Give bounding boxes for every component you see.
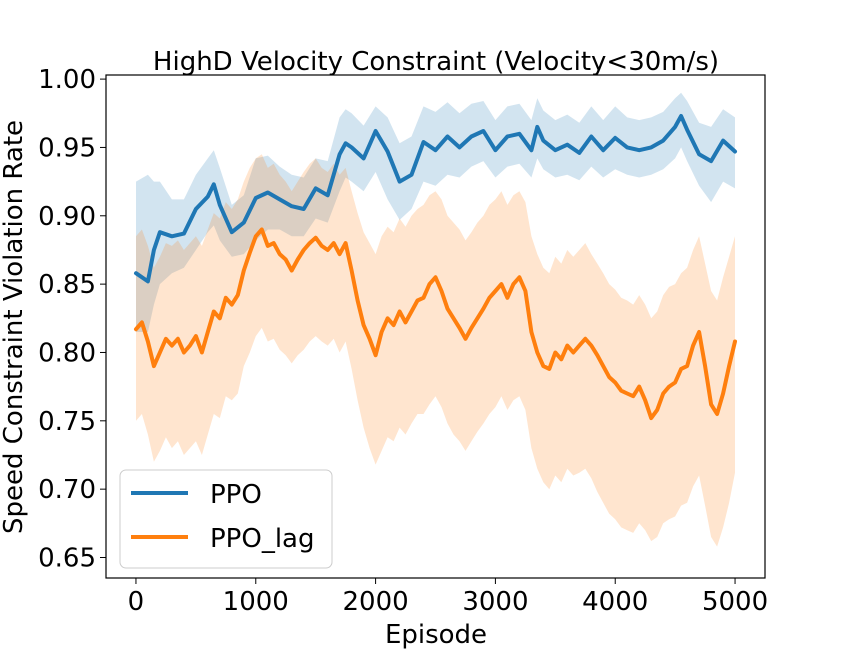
x-tick-label: 0 bbox=[128, 587, 145, 617]
legend: PPO PPO_lag bbox=[119, 469, 333, 569]
x-tick-label: 5000 bbox=[702, 587, 768, 617]
x-tick-label: 4000 bbox=[582, 587, 648, 617]
y-tick-label: 0.70 bbox=[38, 475, 96, 505]
y-tick-label: 0.85 bbox=[38, 270, 96, 300]
band-ppo bbox=[136, 92, 735, 332]
y-tick-label: 0.65 bbox=[38, 543, 96, 573]
series-lines bbox=[134, 114, 737, 421]
y-tick-label: 0.75 bbox=[38, 407, 96, 437]
x-tick-label: 2000 bbox=[343, 587, 409, 617]
line-ppo-lag bbox=[134, 227, 737, 421]
y-tick-label: 1.00 bbox=[38, 65, 96, 95]
y-tick-label: 0.80 bbox=[38, 338, 96, 368]
x-axis-label: Episode bbox=[385, 620, 487, 650]
y-axis-label: Speed Constraint Violation Rate bbox=[0, 120, 29, 534]
x-tick-label: 1000 bbox=[223, 587, 289, 617]
band-ppo-lag bbox=[136, 154, 735, 547]
line-ppo bbox=[134, 114, 737, 284]
plot-frame bbox=[105, 74, 766, 579]
chart-title: HighD Velocity Constraint (Velocity<30m/… bbox=[153, 47, 719, 77]
x-tick-label: 3000 bbox=[462, 587, 528, 617]
legend-label-ppo-lag: PPO_lag bbox=[210, 524, 314, 554]
x-axis-ticks: 0 1000 2000 3000 4000 5000 bbox=[128, 578, 768, 617]
y-tick-label: 0.95 bbox=[38, 133, 96, 163]
y-tick-label: 0.90 bbox=[38, 202, 96, 232]
y-axis-ticks: 0.65 0.70 0.75 0.80 0.85 0.90 0.95 1.00 bbox=[38, 65, 106, 573]
confidence-bands bbox=[136, 92, 735, 547]
legend-label-ppo: PPO bbox=[210, 480, 262, 510]
